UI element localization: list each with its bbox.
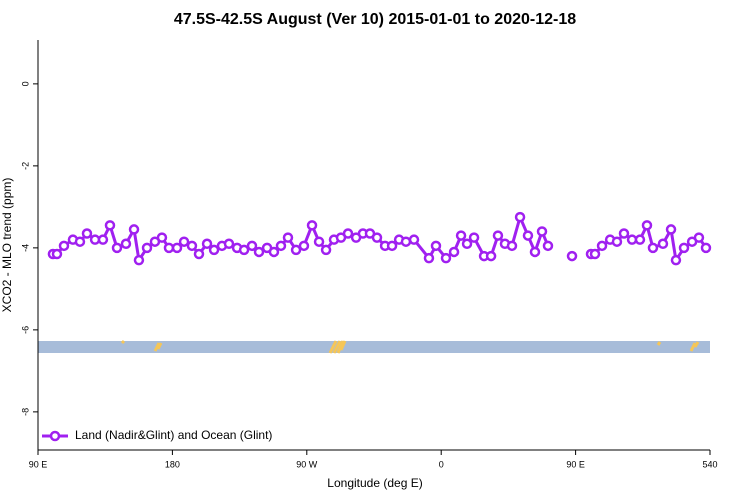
legend-marker xyxy=(49,430,61,442)
point xyxy=(141,242,153,254)
point xyxy=(342,228,354,239)
point xyxy=(201,238,213,250)
point xyxy=(208,244,220,256)
x-tick-label: 0 xyxy=(439,459,444,469)
point xyxy=(275,240,287,252)
point xyxy=(51,248,63,260)
point xyxy=(423,252,435,264)
point xyxy=(133,254,145,266)
point xyxy=(461,238,473,250)
point xyxy=(156,232,168,243)
legend-label: Land (Nadir&Glint) and Ocean (Glint) xyxy=(75,428,272,442)
y-tick-label: -8 xyxy=(20,408,30,416)
point xyxy=(665,224,677,235)
ocean-band xyxy=(38,341,710,353)
point xyxy=(178,236,190,247)
x-tick-label: 90 E xyxy=(566,459,585,469)
point xyxy=(298,240,310,252)
x-tick-label: 90 W xyxy=(296,459,318,469)
point xyxy=(634,234,646,245)
point xyxy=(589,248,601,260)
y-tick-label: -6 xyxy=(20,326,30,334)
chart-title: 47.5S-42.5S August (Ver 10) 2015-01-01 t… xyxy=(174,11,576,28)
point xyxy=(566,250,578,262)
point xyxy=(81,228,93,239)
point xyxy=(313,236,325,247)
point xyxy=(455,230,467,241)
point xyxy=(670,254,682,266)
point xyxy=(700,242,712,254)
point xyxy=(58,240,70,252)
point xyxy=(371,232,383,243)
point xyxy=(246,240,258,252)
point xyxy=(529,246,541,258)
y-axis-label: XCO2 - MLO trend (ppm) xyxy=(0,178,14,313)
point xyxy=(74,236,86,247)
point xyxy=(290,244,302,256)
point xyxy=(641,220,653,231)
point xyxy=(171,242,183,254)
x-tick-label: 180 xyxy=(165,459,180,469)
y-tick-label: -4 xyxy=(20,244,30,252)
point xyxy=(611,236,623,247)
point xyxy=(522,230,534,241)
y-tick-label: -2 xyxy=(20,162,30,170)
land-marks xyxy=(120,339,700,354)
point xyxy=(111,242,123,254)
point xyxy=(693,232,705,243)
point xyxy=(657,238,669,250)
point xyxy=(223,238,235,250)
point xyxy=(186,240,198,252)
point xyxy=(320,244,332,256)
point xyxy=(193,248,205,260)
point xyxy=(306,220,318,231)
point xyxy=(97,234,109,245)
point xyxy=(120,238,132,250)
y-tick-label: 0 xyxy=(20,81,30,86)
point xyxy=(492,230,504,241)
point xyxy=(468,232,480,243)
point xyxy=(104,220,116,231)
x-tick-label: 540 xyxy=(702,459,717,469)
point xyxy=(430,240,442,252)
point xyxy=(400,236,412,247)
point xyxy=(128,224,140,235)
point xyxy=(596,240,608,252)
point xyxy=(506,240,518,252)
point xyxy=(448,246,460,258)
legend-entry: Land (Nadir&Glint) and Ocean (Glint) xyxy=(42,428,272,442)
point xyxy=(268,246,280,258)
x-axis-label: Longitude (deg E) xyxy=(327,476,422,490)
point xyxy=(163,242,175,254)
point xyxy=(647,242,659,254)
point xyxy=(536,226,548,237)
point xyxy=(253,246,265,258)
point xyxy=(440,252,452,264)
point xyxy=(238,244,250,256)
point xyxy=(386,240,398,252)
point xyxy=(408,234,420,245)
point xyxy=(485,250,497,262)
point xyxy=(514,211,526,223)
point xyxy=(618,228,630,239)
x-tick-label: 90 E xyxy=(29,459,48,469)
point xyxy=(542,240,554,252)
point xyxy=(678,242,690,254)
point xyxy=(282,232,294,243)
surface-band xyxy=(38,339,710,354)
